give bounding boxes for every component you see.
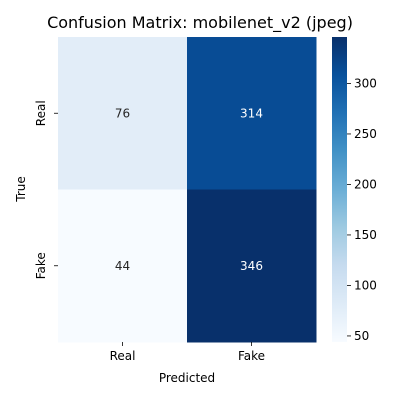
colorbar-tick-label: 200 bbox=[354, 177, 377, 191]
cell-value-label: 346 bbox=[240, 259, 263, 273]
y-axis-label: True bbox=[14, 176, 28, 203]
x-tick-label: Real bbox=[110, 349, 136, 363]
x-tick-label: Fake bbox=[238, 349, 265, 363]
cell-value-label: 314 bbox=[240, 106, 263, 120]
cell-value-label: 44 bbox=[115, 259, 130, 273]
heatmap-cell bbox=[187, 37, 317, 190]
cell-value-label: 76 bbox=[115, 106, 130, 120]
heatmap-cell bbox=[187, 189, 317, 343]
colorbar-ticks: 50 100 150 200 250 300 bbox=[347, 76, 377, 343]
heatmap-cell bbox=[58, 189, 188, 343]
heatmap-cells bbox=[58, 37, 317, 343]
colorbar-tick-label: 150 bbox=[354, 228, 377, 242]
y-tick-label: Real bbox=[34, 100, 48, 126]
colorbar bbox=[332, 37, 347, 342]
colorbar-tick-label: 250 bbox=[354, 127, 377, 141]
colorbar-tick-label: 50 bbox=[354, 329, 369, 343]
heatmap-cell bbox=[58, 37, 188, 190]
x-axis-label: Predicted bbox=[159, 371, 215, 385]
colorbar-tick-label: 100 bbox=[354, 278, 377, 292]
colorbar-tick-label: 300 bbox=[354, 76, 377, 90]
y-tick-label: Fake bbox=[34, 252, 48, 279]
x-axis-ticks: Real Fake bbox=[110, 342, 265, 363]
cell-value-labels: 76 314 44 346 bbox=[115, 106, 263, 273]
chart-title: Confusion Matrix: mobilenet_v2 (jpeg) bbox=[47, 13, 353, 33]
y-axis-ticks: Real Fake bbox=[34, 100, 58, 279]
